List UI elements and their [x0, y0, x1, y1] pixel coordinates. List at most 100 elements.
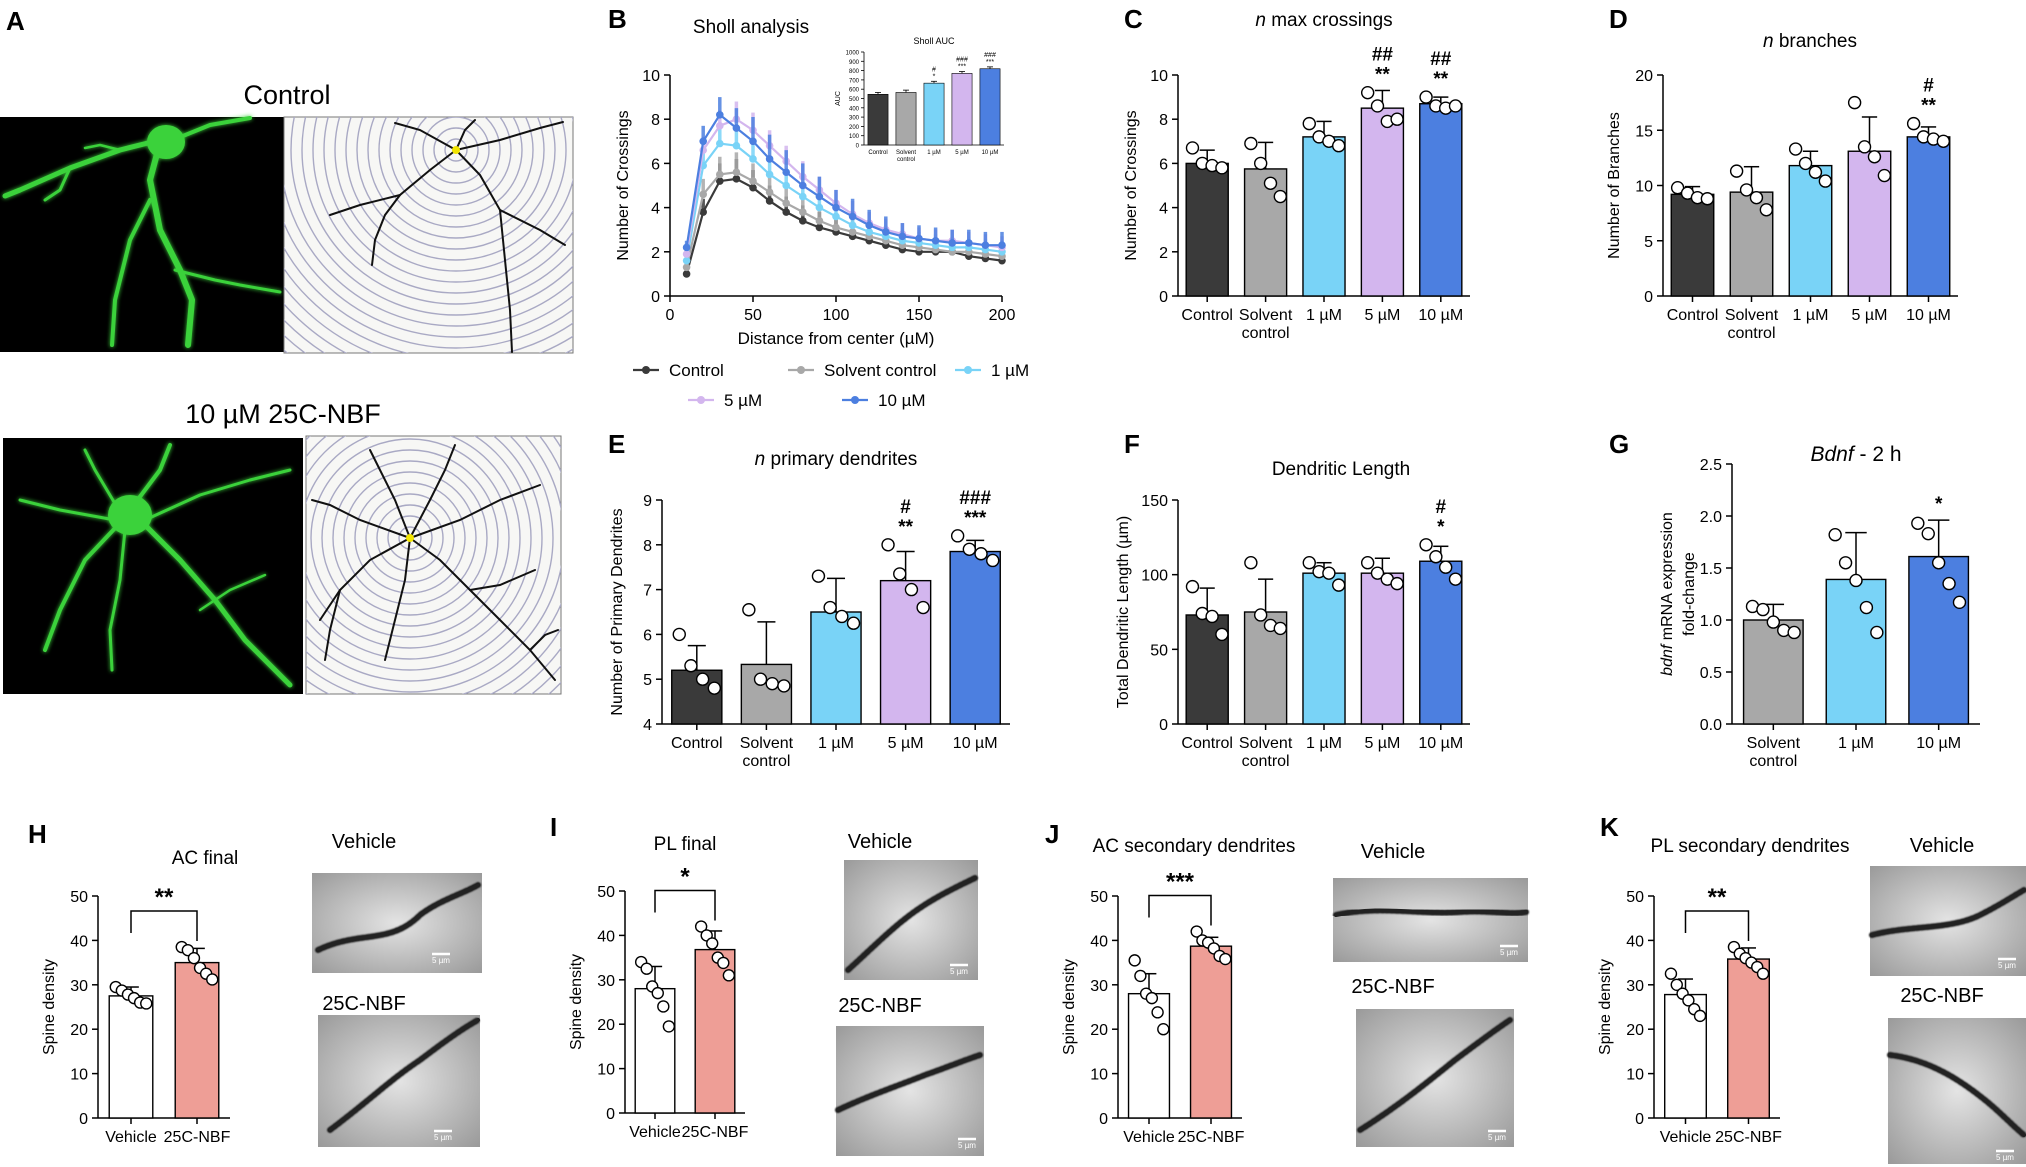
panel-letter-e: E [608, 429, 625, 459]
panel-b-series-point [765, 170, 774, 179]
dendrite-core [1358, 1018, 1512, 1132]
inset-significance-mark: ### [984, 52, 996, 59]
panel-b-series-point [815, 223, 824, 232]
panel-j-data-point [1145, 991, 1159, 1005]
panel-b-series-point [716, 122, 724, 130]
panel-f-ytick-label: 100 [1141, 568, 1168, 585]
panel-b-series-point [749, 177, 757, 185]
spine-micrograph [844, 860, 978, 980]
panel-i-data-point [640, 962, 653, 975]
panel-i-data-point [662, 1020, 676, 1033]
panel-j-data-point [1134, 969, 1147, 983]
panel-e-data-point [962, 542, 977, 556]
panel-h-xtick-label: 25C-NBF [164, 1129, 231, 1146]
panel-b-series-point [682, 270, 691, 278]
panel-j-xtick-label: 25C-NBF [1178, 1129, 1245, 1146]
panel-j-significance-stars: *** [1166, 869, 1195, 896]
micrograph-label: 25C-NBF [838, 995, 921, 1017]
sholl-ring [306, 436, 543, 671]
panel-g-ytick-label: 0.0 [1700, 717, 1722, 734]
panel-d-ytick-label: 15 [1635, 123, 1653, 140]
panel-g-ytick-label: 0.5 [1700, 665, 1722, 682]
sholl-ring [400, 117, 512, 206]
panel-d-data-point [1788, 142, 1803, 156]
panel-g-y-axis-label-line1: bdnf mRNA expression [1659, 512, 1676, 676]
panel-k-title: PL secondary dendrites [1651, 836, 1850, 857]
panel-b-series-point [848, 212, 857, 221]
panel-f-bar [1302, 572, 1346, 725]
panel-c-xtick-label: Control [1181, 307, 1233, 324]
panel-f-data-point [1370, 566, 1385, 580]
panel-g-significance-mark: * [1935, 494, 1943, 515]
panel-b-series-point [682, 256, 691, 265]
panel-b-series-point [716, 177, 724, 185]
panel-c-data-point [1215, 161, 1229, 175]
panel-e-data-point [916, 600, 930, 615]
panel-i-ytick-label: 30 [597, 973, 615, 990]
panel-h-significance-bracket [130, 910, 198, 942]
panel-c-data-point [1390, 112, 1404, 126]
panel-j-ytick-label: 30 [1090, 978, 1108, 995]
panel-g-ylabel-rest: mRNA expression [1659, 512, 1676, 645]
panel-f-ytick-label: 150 [1141, 493, 1168, 510]
inset-ytick-label: 100 [849, 134, 860, 140]
panel-k-ytick-label: 0 [1635, 1111, 1644, 1128]
panel-g-xtick-label: Solvent control [1747, 735, 1801, 770]
sholl-ring [345, 117, 567, 261]
panel-j-significance-bracket [1148, 894, 1212, 926]
panel-e-xtick-label: Solvent control [740, 735, 794, 770]
scale-bar-label: 5 µm [1996, 1153, 2014, 1162]
sholl-ring [290, 117, 573, 316]
panel-c-data-point [1273, 189, 1288, 204]
panel-f-y-axis-label: Total Dendritic Length (µm) [1115, 516, 1132, 708]
panel-i-ytick-label: 40 [597, 928, 615, 945]
panel-d-xtick-label: 5 µM [1852, 307, 1888, 324]
inset-significance-mark: # [932, 66, 936, 73]
micrograph-label: Vehicle [1361, 841, 1426, 863]
panel-e-significance-mark: *** [964, 508, 987, 529]
panel-g-bdnf-expression: G 0.0 0.5 1.0 1.5 2.0 2.5 Solvent control 1 µM 10… [1609, 429, 1980, 770]
panel-f-significance-mark: * [1437, 517, 1445, 538]
micrograph-label: Vehicle [1910, 835, 1975, 857]
panel-k-ytick-label: 10 [1626, 1067, 1644, 1084]
inset-bar [979, 68, 1001, 146]
panel-d-data-point [1670, 181, 1685, 195]
inset-significance-mark: *** [958, 64, 966, 71]
panel-f-xtick-label: 1 µM [1306, 735, 1342, 752]
panel-b-series-point [832, 223, 840, 232]
panel-b-series-point [998, 241, 1006, 249]
panel-e-xtick-label: 1 µM [818, 735, 854, 752]
sholl-ring [284, 246, 573, 349]
panel-e-y-axis-label: Number of Primary Dendrites [609, 508, 626, 715]
panel-g-ylabel-italic: bdnf [1659, 643, 1676, 676]
inset-ytick-label: 300 [849, 116, 860, 122]
panel-f-data-point [1439, 560, 1453, 574]
panel-c-bar [1302, 136, 1346, 297]
panel-b-ytick-label: 6 [651, 156, 660, 173]
panel-c-data-point [1253, 156, 1268, 171]
panel-letter-k: K [1600, 812, 1619, 842]
panel-i-ytick-label: 20 [597, 1017, 615, 1034]
panel-b-series-point [815, 203, 824, 212]
panel-d-data-point [1739, 183, 1754, 197]
panel-h-bar [174, 961, 220, 1119]
panel-k-bar [1727, 958, 1770, 1119]
panel-j-ac-secondary: J 0 10 20 30 40 50 Vehicle 25C-NBF Spine density… [1045, 819, 1295, 1146]
panel-k-pl-secondary: K 0 10 20 30 40 50 Vehicle 25C-NBF Spine density… [1597, 812, 1849, 1146]
panel-b-legend-marker [851, 396, 859, 404]
panel-h-data-point [206, 973, 219, 986]
inset-xtick-label: 5 µM [955, 150, 968, 156]
panel-d-branches: D 0 5 10 15 20 Control Solvent control 1 µM 5 µM 1… [1606, 4, 1958, 342]
panel-k-ytick-label: 40 [1626, 933, 1644, 950]
spine-micrographs: Vehicle 5 µm 25C-NBF 5 µm Vehicle 5 µm 25C-NBF… [312, 831, 2026, 1164]
micrograph-label: Vehicle [332, 831, 397, 853]
panel-d-data-point [1906, 116, 1921, 131]
panel-h-xtick-label: Vehicle [105, 1129, 157, 1146]
panel-i-xtick-label: 25C-NBF [682, 1124, 749, 1141]
panel-letter-g: G [1609, 429, 1629, 459]
panel-i-data-point [657, 1000, 670, 1013]
sholl-ring [367, 117, 545, 239]
panel-k-ytick-label: 50 [1626, 889, 1644, 906]
panel-f-dendritic-length: F 0 50 100 150 Control Solvent control 1 µM 5 µM… [1115, 429, 1470, 770]
panel-f-bar [1360, 572, 1405, 725]
